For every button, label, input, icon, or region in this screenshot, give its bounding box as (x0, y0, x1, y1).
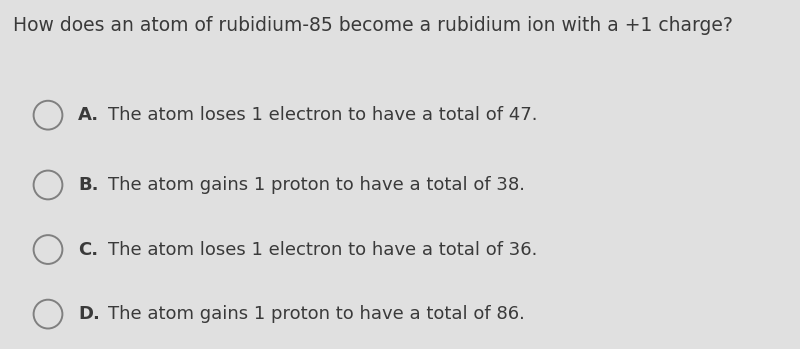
Text: B.: B. (78, 176, 99, 194)
Text: The atom loses 1 electron to have a total of 47.: The atom loses 1 electron to have a tota… (108, 106, 538, 124)
Text: D.: D. (78, 305, 100, 323)
Text: The atom gains 1 proton to have a total of 86.: The atom gains 1 proton to have a total … (108, 305, 525, 323)
Text: C.: C. (78, 240, 98, 259)
Text: The atom loses 1 electron to have a total of 36.: The atom loses 1 electron to have a tota… (108, 240, 538, 259)
Text: The atom gains 1 proton to have a total of 38.: The atom gains 1 proton to have a total … (108, 176, 525, 194)
Text: A.: A. (78, 106, 99, 124)
Text: How does an atom of rubidium-85 become a rubidium ion with a +1 charge?: How does an atom of rubidium-85 become a… (13, 16, 733, 35)
